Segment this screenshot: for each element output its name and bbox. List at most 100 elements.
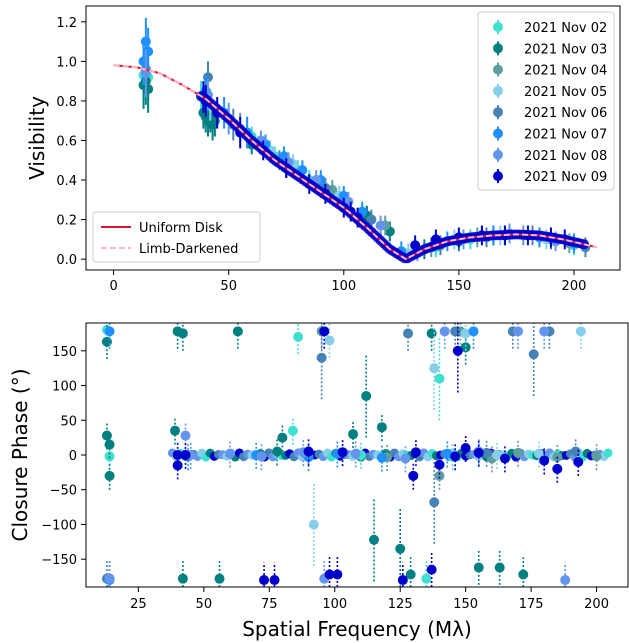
closure-phase-point	[104, 470, 115, 481]
closure-phase-point	[434, 459, 445, 470]
uniform-disk-legend-label: Uniform Disk	[139, 221, 223, 236]
closure-phase-point	[499, 453, 510, 464]
closure-phase-point	[528, 349, 539, 360]
closure-phase-point	[170, 425, 181, 436]
closure-phase-point	[408, 470, 419, 481]
legend-label: 2021 Nov 07	[524, 128, 607, 143]
closure-phase-point	[369, 534, 380, 545]
closure-phase-point	[324, 569, 335, 580]
closure-phase-x-tick-label: 150	[453, 597, 478, 612]
closure-phase-x-ticks: 25 50 75 100 125 150 175 200	[130, 587, 609, 612]
visibility-x-tick-label: 50	[220, 279, 237, 294]
closure-phase-point	[539, 326, 550, 337]
closure-phase-point	[442, 448, 453, 459]
closure-phase-panel: 25 50 75 100 125 150 175 200 −150 −100 −50 0 50 100 1…	[8, 322, 629, 641]
closure-phase-y-tick-label: 100	[52, 380, 77, 395]
visibility-y-tick-label: 0.2	[56, 214, 77, 229]
closure-phase-point	[460, 328, 471, 339]
visibility-y-tick-label: 0.0	[56, 253, 77, 268]
visibility-axes-frame	[85, 5, 621, 271]
closure-phase-point	[434, 470, 445, 481]
closure-phase-point	[460, 443, 471, 454]
legend-label: 2021 Nov 05	[524, 85, 607, 100]
closure-phase-point	[104, 326, 115, 337]
closure-phase-point	[316, 352, 327, 363]
closure-phase-point	[575, 326, 586, 337]
legend-marker	[493, 171, 503, 182]
closure-phase-point	[319, 326, 330, 337]
closure-phase-point	[473, 562, 484, 573]
visibility-point	[143, 84, 154, 95]
visibility-x-tick-label: 100	[331, 279, 356, 294]
closure-phase-point	[361, 390, 372, 401]
closure-phase-point	[450, 326, 461, 337]
visibility-point	[143, 46, 154, 57]
visibility-x-tick-label: 0	[109, 279, 117, 294]
closure-phase-point	[277, 432, 288, 443]
closure-phase-point	[513, 447, 524, 458]
closure-phase-band-point	[603, 448, 613, 458]
visibility-point	[138, 56, 149, 67]
series-legend: 2021 Nov 02 2021 Nov 03 2021 Nov 04 2021 No…	[477, 11, 615, 191]
legend-label: 2021 Nov 02	[524, 21, 607, 36]
closure-phase-point	[332, 569, 343, 580]
closure-phase-y-axis-label: Closure Phase (°)	[8, 369, 32, 542]
closure-phase-x-axis-label: Spatial Frequency (Mλ)	[242, 617, 472, 641]
closure-phase-point	[308, 519, 319, 530]
closure-phase-point	[104, 573, 115, 584]
closure-phase-y-ticks: −150 −100 −50 0 50 100 150	[41, 345, 86, 568]
closure-phase-y-tick-label: 150	[52, 345, 77, 360]
visibility-x-tick-label: 200	[562, 279, 587, 294]
closure-phase-point	[337, 447, 348, 458]
closure-phase-point	[303, 446, 314, 457]
closure-phase-x-tick-label: 50	[196, 597, 213, 612]
closure-phase-point	[324, 335, 335, 346]
visibility-y-tick-label: 1.0	[56, 55, 77, 70]
closure-phase-point	[376, 422, 387, 433]
closure-phase-point	[172, 460, 183, 471]
visibility-y-axis-label: Visibility	[25, 96, 49, 180]
closure-phase-point	[513, 326, 524, 337]
closure-phase-point	[473, 447, 484, 458]
closure-phase-point	[256, 451, 267, 462]
closure-phase-point	[180, 450, 191, 460]
legend-marker	[493, 43, 503, 54]
closure-phase-point	[468, 326, 479, 337]
visibility-point	[375, 220, 386, 231]
closure-phase-point	[460, 342, 471, 353]
closure-phase-point	[376, 452, 387, 463]
visibility-point	[140, 36, 151, 47]
visibility-y-tick-label: 0.8	[56, 95, 77, 110]
visibility-x-ticks: 0 50 100 150 200	[109, 270, 586, 294]
legend-marker	[493, 64, 503, 75]
closure-phase-point	[426, 564, 437, 575]
closure-phase-y-tick-label: −100	[41, 518, 77, 533]
closure-phase-x-tick-label: 25	[130, 597, 147, 612]
closure-phase-x-tick-label: 100	[322, 597, 347, 612]
closure-phase-point	[560, 575, 571, 586]
visibility-y-tick-label: 0.6	[56, 134, 77, 149]
legend-marker	[493, 85, 503, 96]
closure-phase-point	[570, 446, 581, 457]
closure-phase-point	[591, 451, 602, 462]
closure-phase-point	[494, 562, 505, 573]
closure-phase-point	[177, 328, 188, 339]
legend-label: 2021 Nov 03	[524, 42, 607, 57]
closure-phase-point	[101, 336, 112, 347]
closure-phase-point	[492, 450, 503, 460]
closure-phase-point	[434, 373, 445, 384]
closure-phase-point	[232, 326, 243, 337]
closure-phase-point	[259, 575, 270, 586]
closure-phase-point	[481, 447, 492, 458]
closure-phase-point	[533, 448, 544, 459]
legend-label: 2021 Nov 04	[524, 64, 607, 79]
limb-darkened-curve	[113, 64, 598, 261]
closure-phase-point	[104, 451, 115, 462]
closure-phase-point	[539, 455, 550, 466]
visibility-plot-area	[113, 17, 598, 264]
closure-phase-x-tick-label: 200	[584, 597, 609, 612]
visibility-point	[366, 214, 377, 225]
closure-phase-point	[180, 430, 191, 441]
series-legend-box	[477, 11, 615, 191]
